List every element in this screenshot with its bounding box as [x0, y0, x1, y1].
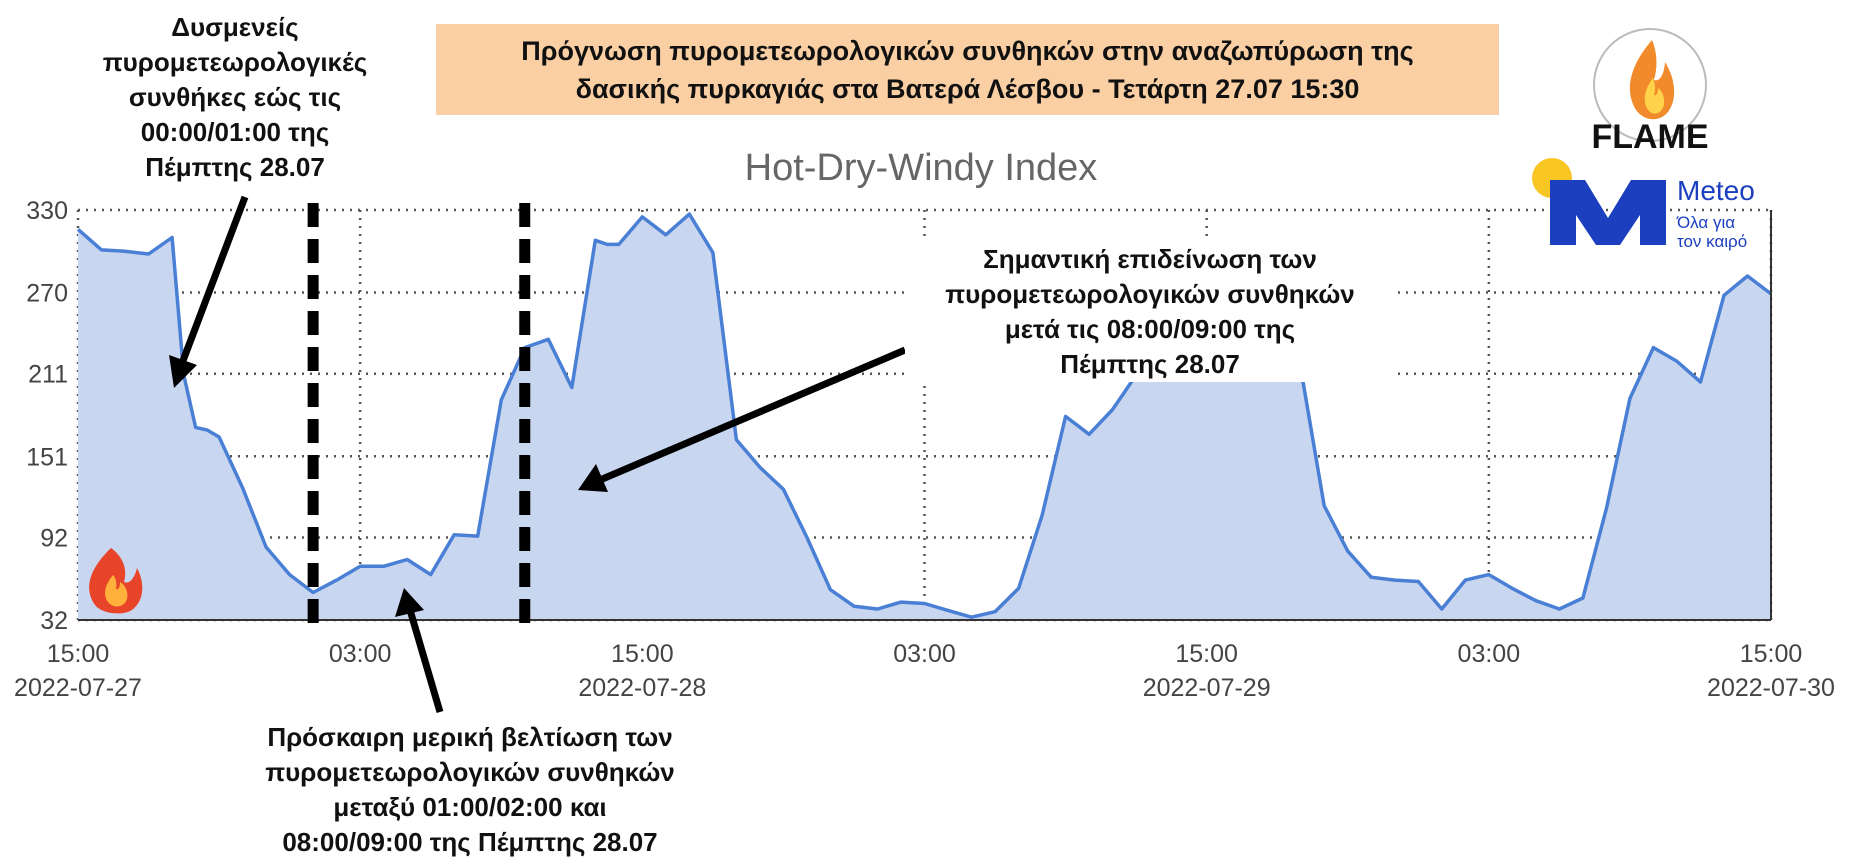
x-tick-label: 15:00	[611, 640, 674, 668]
chart-title: Hot-Dry-Windy Index	[745, 147, 1098, 189]
x-tick-date: 2022-07-29	[1143, 674, 1271, 702]
annotation-bottom-line: μεταξύ 01:00/02:00 και	[333, 792, 607, 822]
x-tick-label: 15:00	[1740, 640, 1803, 668]
header-title-line1: Πρόγνωση πυρομετεωρολογικών συνθηκών στη…	[521, 35, 1414, 66]
x-tick-date: 2022-07-30	[1707, 674, 1835, 702]
area-series	[76, 212, 1773, 620]
flame-logo: FLAME	[1591, 28, 1709, 156]
y-tick-label: 211	[28, 361, 68, 389]
series-line	[76, 212, 1773, 619]
x-tick-label: 03:00	[893, 640, 956, 668]
annotation-right-line: Πέμπτης 28.07	[1060, 349, 1240, 379]
annotation-bottom: Πρόσκαιρη μερική βελτίωση των πυρομετεωρ…	[220, 720, 720, 860]
annotation-left-line: συνθήκες εώς τις	[128, 82, 342, 112]
meteo-logo-sub1: Όλα για	[1676, 213, 1735, 232]
annotation-left: Δυσμενείς πυρομετεωρολογικές συνθήκες εώ…	[70, 10, 400, 185]
header-title-line2: δασικής πυρκαγιάς στα Βατερά Λέσβου - Τε…	[575, 73, 1360, 104]
arrow-left-shaft	[177, 195, 249, 368]
x-tick-label: 15:00	[47, 640, 110, 668]
x-tick-label: 03:00	[329, 640, 392, 668]
annotation-right-line: Σημαντική επιδείνωση των	[983, 244, 1317, 274]
axes: 32 92 151 211 270 330 15:00 2022-07-27 03:00 15:0…	[14, 197, 1835, 702]
flame-icon	[89, 548, 143, 614]
annotation-bottom-line: πυρομετεωρολογικών συνθηκών	[265, 757, 675, 787]
x-tick-label: 03:00	[1458, 640, 1521, 668]
annotation-left-line: Πέμπτης 28.07	[145, 152, 325, 182]
annotation-left-line: 00:00/01:00 της	[140, 117, 330, 147]
annotation-arrows	[169, 195, 907, 713]
flame-logo-label: FLAME	[1591, 118, 1708, 156]
annotation-left-line: Δυσμενείς	[171, 12, 299, 42]
annotation-left-line: πυρομετεωρολογικές	[102, 47, 368, 77]
arrow-left-head	[169, 355, 197, 388]
annotation-bottom-line: 08:00/09:00 της Πέμπτης 28.07	[282, 827, 658, 857]
arrow-right-shaft	[598, 346, 907, 484]
x-tick-date: 2022-07-28	[578, 674, 706, 702]
meteo-logo-sub2: τον καιρό	[1677, 232, 1747, 251]
y-tick-label: 330	[26, 197, 68, 225]
annotation-right-line: μετά τις 08:00/09:00 της	[1004, 314, 1296, 344]
header-title-box: Πρόγνωση πυρομετεωρολογικών συνθηκών στη…	[436, 24, 1499, 115]
area-fill	[78, 214, 1771, 620]
arrow-bottom-shaft	[406, 609, 444, 713]
y-tick-label: 32	[40, 607, 68, 635]
annotation-right: Σημαντική επιδείνωση των πυρομετεωρολογι…	[905, 242, 1395, 382]
y-tick-label: 151	[26, 443, 68, 471]
arrow-bottom-head	[395, 588, 424, 617]
annotation-right-line: πυρομετεωρολογικών συνθηκών	[945, 279, 1355, 309]
y-tick-label: 92	[40, 524, 68, 552]
meteo-logo-label: Meteo	[1677, 175, 1755, 206]
annotation-bottom-line: Πρόσκαιρη μερική βελτίωση των	[267, 722, 673, 752]
y-tick-label: 270	[26, 280, 68, 308]
x-tick-label: 15:00	[1175, 640, 1238, 668]
arrow-right-head	[578, 464, 608, 492]
x-tick-date: 2022-07-27	[14, 674, 142, 702]
meteo-logo: Meteo Όλα για τον καιρό	[1532, 158, 1755, 251]
